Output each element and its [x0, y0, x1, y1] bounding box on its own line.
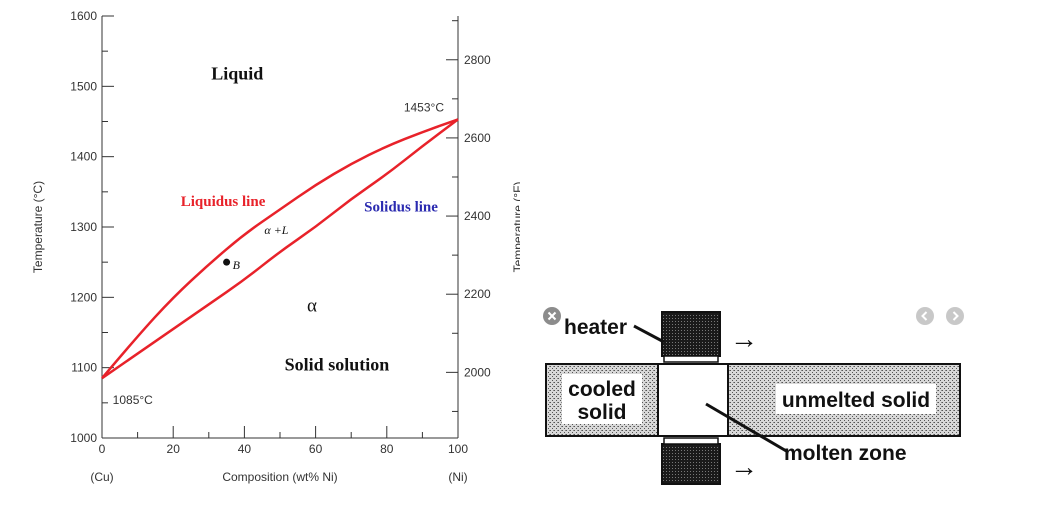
- y-tick-label: 1100: [71, 361, 97, 375]
- melting-point-ni-label: 1453°C: [404, 100, 444, 114]
- two-phase-label: α +L: [264, 223, 288, 237]
- y-axis-label: Temperature (°C): [31, 181, 45, 273]
- y-right-tick-label: 2600: [464, 131, 491, 145]
- zone-refining-diagram: → → heater cooled solid unmelted solid m…: [545, 311, 961, 485]
- molten-zone-label: molten zone: [784, 442, 907, 465]
- y-tick-label: 1200: [70, 290, 97, 304]
- chevron-right-icon[interactable]: [945, 306, 965, 326]
- phase-diagram-chart: 1000 1100 1200 1300 1400 1500 1600 0 20 40 60 80 100…: [31, 9, 520, 484]
- y-right-tick-label: 2400: [464, 209, 491, 223]
- solid-solution-label: Solid solution: [285, 354, 390, 374]
- arrow-right-icon: →: [730, 323, 758, 354]
- solidus-line-label: Solidus line: [364, 200, 438, 216]
- x-min-label: (Cu): [90, 470, 113, 484]
- y-right-tick-label: 2200: [464, 287, 491, 301]
- heater-bottom: [661, 443, 721, 485]
- x-axis-label: Composition (wt% Ni): [222, 470, 337, 484]
- x-tick-label: 20: [167, 442, 181, 456]
- x-max-label: (Ni): [448, 470, 467, 484]
- y-right-tick-label: 2800: [464, 53, 491, 67]
- x-tick-label: 100: [448, 442, 468, 456]
- molten-zone-region: [657, 363, 729, 437]
- y-tick-label: 1400: [70, 150, 97, 164]
- point-b-marker: [223, 258, 231, 266]
- arrow-right-icon: →: [730, 451, 758, 482]
- unmelted-label: unmelted solid: [782, 389, 930, 412]
- x-tick-label: 40: [238, 442, 252, 456]
- heater-label: heater: [564, 316, 627, 339]
- y-right-tick-label: 2000: [464, 365, 491, 379]
- liquid-region-label: Liquid: [211, 63, 263, 83]
- x-tick-label: 60: [309, 442, 323, 456]
- y-tick-label: 1000: [70, 431, 97, 445]
- solidus-line-curve: [101, 118, 459, 380]
- close-icon[interactable]: [542, 306, 562, 326]
- alpha-region-label: α: [307, 295, 317, 316]
- liquidus-line-label: Liquidus line: [181, 194, 266, 210]
- y-tick-label: 1500: [70, 79, 97, 93]
- x-tick-label: 0: [99, 442, 106, 456]
- melting-point-cu-label: 1085°C: [113, 393, 153, 407]
- heater-top: [661, 311, 721, 357]
- y-tick-label: 1300: [70, 220, 97, 234]
- x-tick-label: 80: [380, 442, 394, 456]
- liquidus-line-curve: [101, 118, 459, 380]
- cooled-label-line1: cooled: [568, 378, 636, 401]
- y-axis-right-label: Temperature (°F): [511, 182, 520, 273]
- y-tick-label: 1600: [70, 9, 97, 23]
- point-b-label: B: [233, 258, 241, 272]
- cooled-label-line2: solid: [577, 401, 626, 424]
- chevron-left-icon[interactable]: [915, 306, 935, 326]
